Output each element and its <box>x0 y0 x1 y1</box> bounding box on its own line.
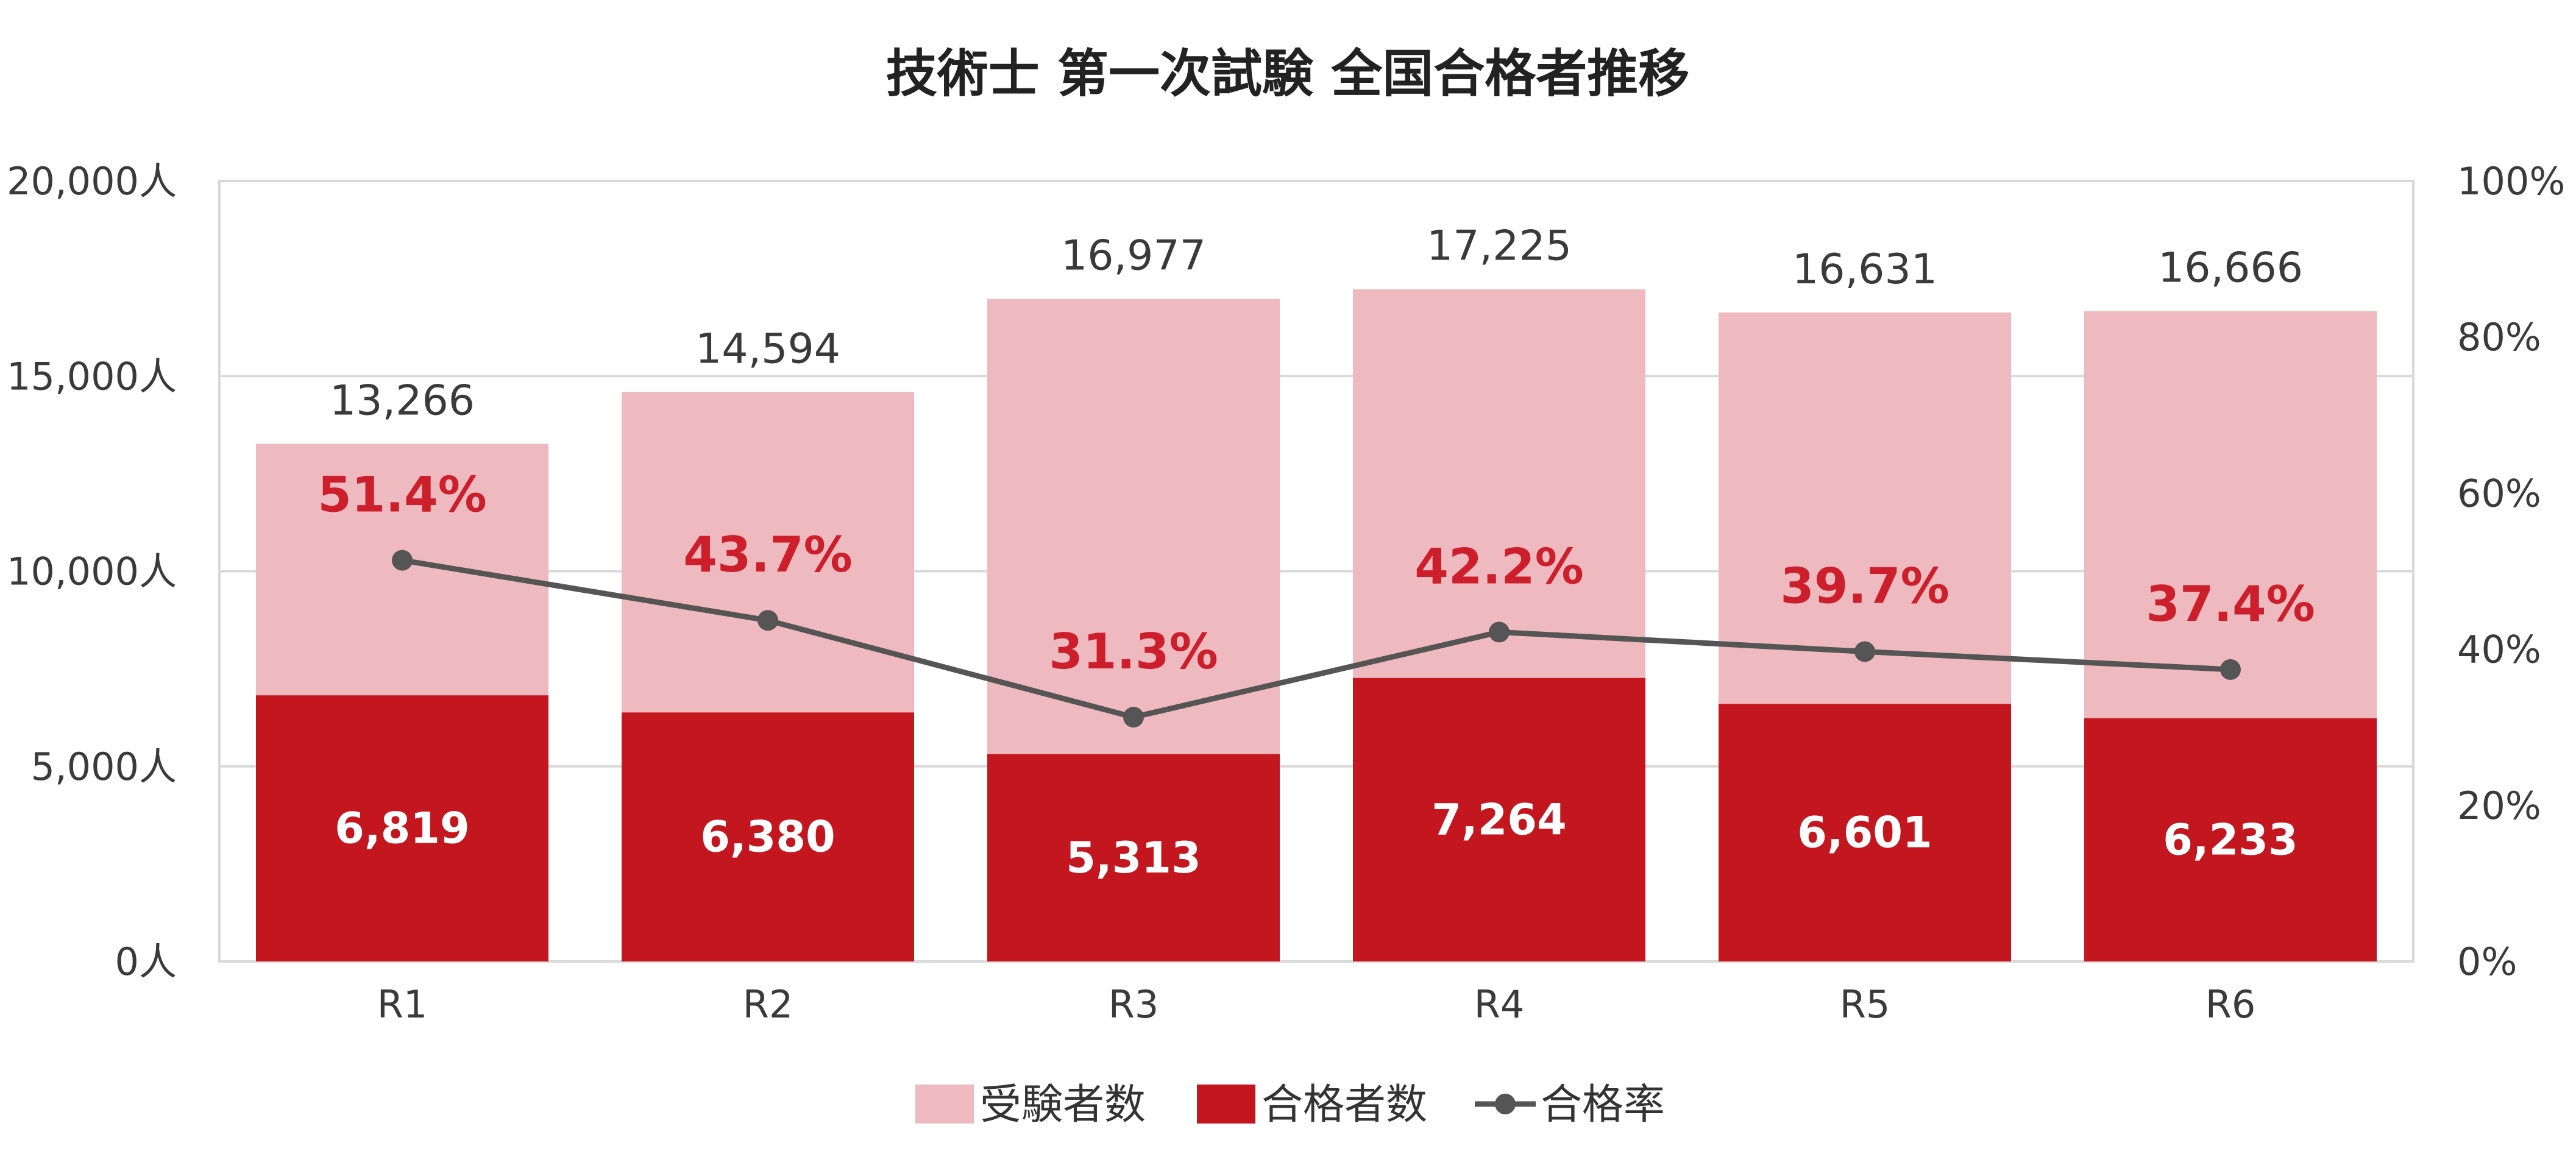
bar-passers <box>2084 718 2377 961</box>
point-pass-rate <box>1854 641 1875 662</box>
data-label-examinees: 16,631 <box>1792 246 1937 294</box>
point-pass-rate <box>2220 659 2241 680</box>
legend-label-examinees: 受験者数 <box>980 1081 1146 1129</box>
x-tick-label: R5 <box>1840 982 1890 1027</box>
bar-passers <box>1719 704 2011 961</box>
legend-label-pass-rate: 合格率 <box>1541 1081 1665 1129</box>
data-label-pass-rate: 42.2% <box>1414 538 1584 595</box>
y-right-tick-label: 20% <box>2457 784 2541 828</box>
bar-passers <box>622 712 914 961</box>
x-tick-label: R1 <box>377 982 428 1027</box>
y-right-tick-label: 0% <box>2457 940 2517 984</box>
data-label-examinees: 17,225 <box>1427 222 1572 271</box>
line-pass-rate <box>402 557 2231 720</box>
data-label-passers: 6,601 <box>1797 808 1932 858</box>
axis-layer: 0人 5,000人 10,000人 15,000人 20,000人 0% 20% 40% 60%… <box>7 159 2565 1027</box>
data-label-passers: 5,313 <box>1066 833 1201 883</box>
x-tick-label: R4 <box>1474 982 1525 1027</box>
bar-passers <box>1353 678 1645 961</box>
legend-label-passers: 合格者数 <box>1261 1081 1427 1129</box>
label-layer: 13,266 14,594 16,977 17,225 16,631 16,666 6,81… <box>318 222 2315 883</box>
y-left-tick-label: 10,000人 <box>7 550 177 594</box>
grid-layer <box>218 180 2415 963</box>
data-label-pass-rate: 51.4% <box>318 467 487 523</box>
chart-title: 技術士 第一次試験 全国合格者推移 <box>886 44 1690 104</box>
y-left-tick-label: 15,000人 <box>7 354 177 398</box>
point-pass-rate <box>1489 621 1510 643</box>
y-left-tick-label: 20,000人 <box>7 159 177 204</box>
y-right-tick-label: 40% <box>2457 628 2541 672</box>
data-label-passers: 6,380 <box>700 812 835 862</box>
data-label-pass-rate: 43.7% <box>683 526 853 583</box>
x-tick-label: R3 <box>1109 982 1159 1027</box>
data-label-examinees: 16,977 <box>1061 232 1206 280</box>
x-tick-label: R2 <box>743 982 793 1027</box>
legend-marker-pass-rate <box>1495 1094 1516 1114</box>
line-layer <box>392 550 2241 728</box>
y-right-tick-label: 100% <box>2457 159 2565 204</box>
data-label-pass-rate: 31.3% <box>1049 623 1218 680</box>
point-pass-rate <box>758 610 778 631</box>
y-left-tick-label: 0人 <box>115 940 177 984</box>
data-label-examinees: 16,666 <box>2158 244 2303 292</box>
bar-passers <box>256 695 548 961</box>
y-right-tick-label: 60% <box>2457 471 2541 515</box>
data-label-examinees: 13,266 <box>330 377 475 425</box>
legend-swatch-passers <box>1197 1085 1255 1124</box>
data-label-passers: 7,264 <box>1432 795 1566 844</box>
bar-passers <box>987 754 1280 961</box>
bar-layer <box>256 289 2377 961</box>
data-label-examinees: 14,594 <box>695 325 840 373</box>
y-right-tick-label: 80% <box>2457 315 2541 359</box>
legend-swatch-examinees <box>915 1085 974 1124</box>
y-left-tick-label: 5,000人 <box>31 745 177 789</box>
x-tick-label: R6 <box>2205 982 2256 1027</box>
data-label-pass-rate: 37.4% <box>2146 576 2315 632</box>
legend-layer: 受験者数 合格者数 合格率 <box>915 1081 1665 1129</box>
data-label-passers: 6,233 <box>2163 815 2297 865</box>
point-pass-rate <box>392 550 413 571</box>
point-pass-rate <box>1123 707 1144 728</box>
data-label-passers: 6,819 <box>335 804 469 854</box>
data-label-pass-rate: 39.7% <box>1780 557 1950 614</box>
